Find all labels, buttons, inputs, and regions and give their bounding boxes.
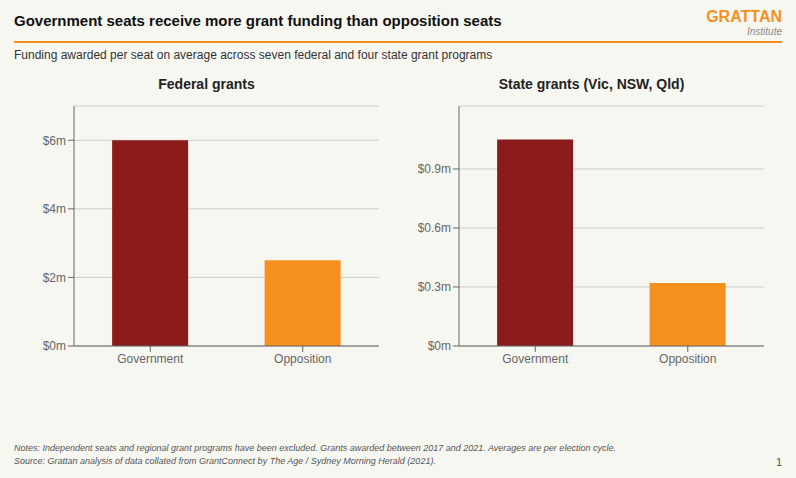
html-text:GRATTAN: GRATTAN — [706, 8, 782, 25]
html-text:Government seats receive more: Government seats receive more grant fund… — [14, 12, 502, 29]
svg-text:$0m: $0m — [43, 339, 66, 353]
svg-text:$0.9m: $0.9m — [418, 162, 451, 176]
svg-text:$6m: $6m — [43, 133, 66, 147]
svg-text:$2m: $2m — [43, 270, 66, 284]
html-text:Source: Grattan analysis of da: Source: Grattan analysis of data collate… — [14, 456, 436, 466]
svg-text:$0.3m: $0.3m — [418, 280, 451, 294]
svg-text:Opposition: Opposition — [274, 351, 331, 365]
html-text:Notes: Independent seats and r: Notes: Independent seats and regional gr… — [14, 443, 616, 453]
svg-text:$0.6m: $0.6m — [418, 221, 451, 235]
svg-text:$4m: $4m — [43, 202, 66, 216]
html-text:State grants (Vic, NSW, Qld): State grants (Vic, NSW, Qld) — [498, 75, 685, 92]
svg-text:Government: Government — [502, 351, 569, 365]
html-text:Institute: Institute — [747, 25, 782, 37]
svg-text:Opposition: Opposition — [659, 351, 716, 365]
svg-text:$0m: $0m — [428, 339, 451, 353]
html-text:Funding awarded per seat on av: Funding awarded per seat on average acro… — [14, 47, 493, 62]
html-text:Federal grants: Federal grants — [158, 75, 255, 92]
svg-text:Government: Government — [117, 351, 184, 365]
html-text:1: 1 — [775, 456, 782, 468]
